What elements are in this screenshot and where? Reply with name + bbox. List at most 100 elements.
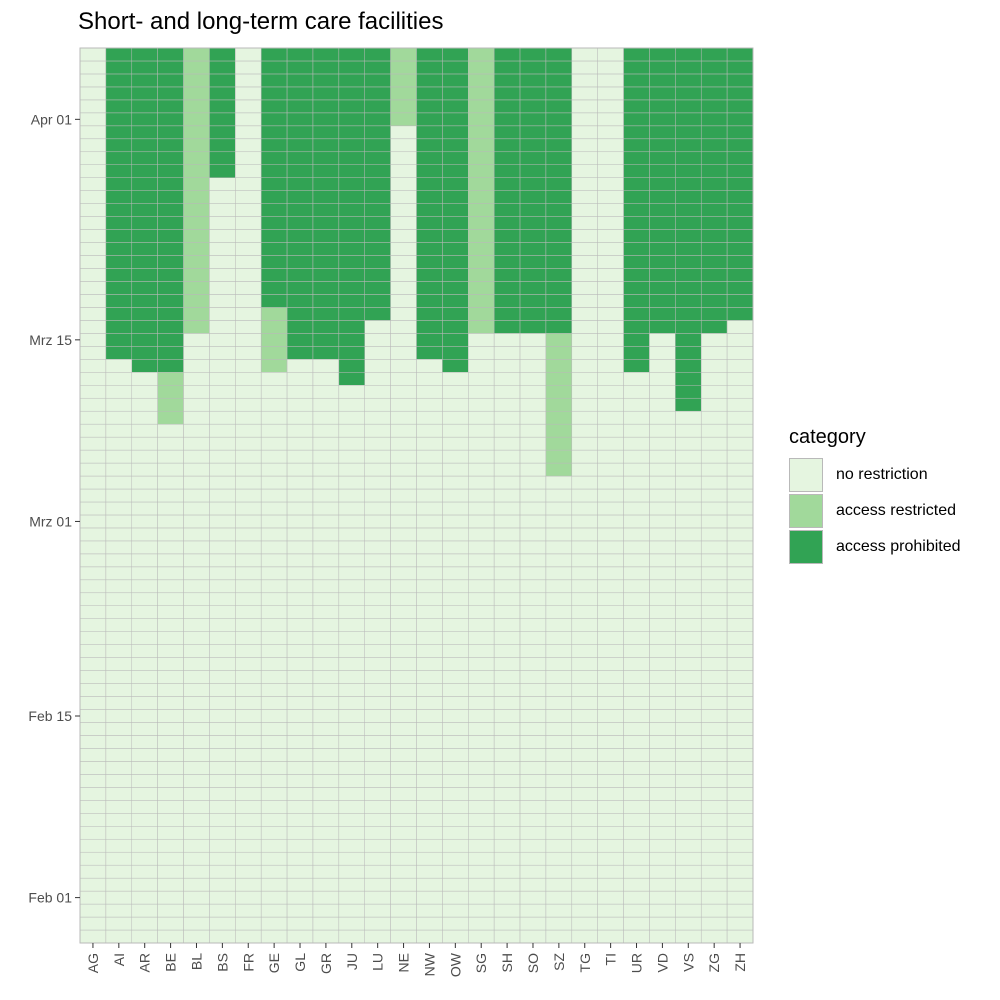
heatmap-cell (700, 242, 728, 256)
heatmap-cell (675, 877, 702, 892)
heatmap-cell (79, 657, 107, 671)
heatmap-cell (105, 203, 133, 217)
heatmap-cell (183, 605, 210, 619)
heatmap-cell (623, 475, 650, 490)
heatmap-cell (209, 631, 236, 645)
heatmap-cell (623, 566, 650, 581)
heatmap-cell (468, 397, 495, 412)
heatmap-cell (157, 916, 184, 931)
heatmap-cell (157, 86, 184, 101)
heatmap-cell (571, 540, 598, 555)
heatmap-cell (312, 683, 340, 697)
heatmap-cell (726, 787, 754, 801)
heatmap-cell (131, 813, 158, 827)
heatmap-cell (468, 86, 495, 101)
heatmap-cell (519, 877, 547, 892)
heatmap-cell (571, 436, 598, 451)
heatmap-cell (364, 722, 391, 736)
heatmap-cell (209, 449, 236, 464)
heatmap-cell (390, 320, 417, 334)
heatmap-cell (312, 73, 340, 88)
heatmap-cell (675, 449, 702, 464)
heatmap-cell (390, 540, 417, 555)
heatmap-cell (157, 605, 184, 619)
heatmap-cell (260, 423, 288, 438)
heatmap-cell (209, 242, 236, 256)
heatmap-cell (649, 60, 676, 75)
heatmap-cell (442, 813, 469, 827)
heatmap-cell (597, 112, 624, 127)
heatmap-cell (105, 696, 133, 710)
heatmap-cell (235, 709, 262, 723)
heatmap-cell (105, 618, 133, 632)
heatmap-cell (700, 903, 728, 918)
heatmap-cell (260, 138, 288, 153)
heatmap-cell (468, 151, 495, 165)
heatmap-cell (675, 696, 702, 710)
heatmap-cell (260, 462, 288, 477)
heatmap-cell (416, 73, 443, 88)
heatmap-cell (597, 566, 624, 581)
heatmap-cell (623, 203, 650, 217)
heatmap-cell (597, 320, 624, 334)
heatmap-cell (390, 99, 417, 114)
heatmap-cell (260, 709, 288, 723)
heatmap-cell (209, 813, 236, 827)
heatmap-cell (700, 838, 728, 853)
heatmap-cell (675, 748, 702, 762)
x-tick-label: NW (421, 952, 437, 976)
heatmap-cell (390, 151, 417, 165)
heatmap-cell (493, 268, 521, 282)
heatmap-cell (235, 774, 262, 788)
heatmap-cell (700, 60, 728, 75)
heatmap-cell (312, 709, 340, 723)
heatmap-cell (364, 164, 391, 178)
heatmap-cell (79, 47, 107, 62)
heatmap-cell (545, 216, 573, 230)
heatmap-cell (338, 99, 365, 114)
x-tick-label: BL (188, 953, 204, 970)
heatmap-cell (700, 748, 728, 762)
heatmap-cell (235, 125, 262, 140)
heatmap-cell (131, 774, 158, 788)
heatmap-cell (597, 410, 624, 425)
heatmap-cell (416, 190, 443, 204)
heatmap-cell (312, 618, 340, 632)
heatmap-cell (260, 86, 288, 101)
heatmap-cell (364, 877, 391, 892)
heatmap-cell (675, 618, 702, 632)
heatmap-cell (390, 112, 417, 127)
heatmap-cell (183, 397, 210, 412)
heatmap-cell (235, 436, 262, 451)
heatmap-cell (468, 488, 495, 503)
heatmap-cell (235, 527, 262, 542)
heatmap-cell (726, 709, 754, 723)
heatmap-cell (545, 60, 573, 75)
heatmap-cell (571, 281, 598, 295)
heatmap-cell (675, 501, 702, 516)
heatmap-cell (131, 112, 158, 127)
heatmap-cell (260, 787, 288, 801)
heatmap-cell (649, 618, 676, 632)
heatmap-cell (157, 60, 184, 75)
heatmap-cell (235, 592, 262, 607)
heatmap-cell (390, 333, 417, 347)
heatmap-cell (597, 99, 624, 114)
heatmap-cell (675, 125, 702, 140)
heatmap-cell (623, 384, 650, 399)
heatmap-cell (571, 138, 598, 153)
heatmap-cell (235, 397, 262, 412)
heatmap-cell (493, 384, 521, 399)
heatmap-cell (571, 307, 598, 321)
heatmap-cell (649, 761, 676, 775)
heatmap-cell (209, 605, 236, 619)
heatmap-cell (390, 242, 417, 256)
heatmap-cell (183, 112, 210, 127)
heatmap-cell (364, 514, 391, 529)
heatmap-cell (623, 281, 650, 295)
heatmap-cell (571, 216, 598, 230)
heatmap-cell (623, 229, 650, 243)
heatmap-cell (571, 475, 598, 490)
heatmap-cell (493, 229, 521, 243)
heatmap-cell (390, 216, 417, 230)
